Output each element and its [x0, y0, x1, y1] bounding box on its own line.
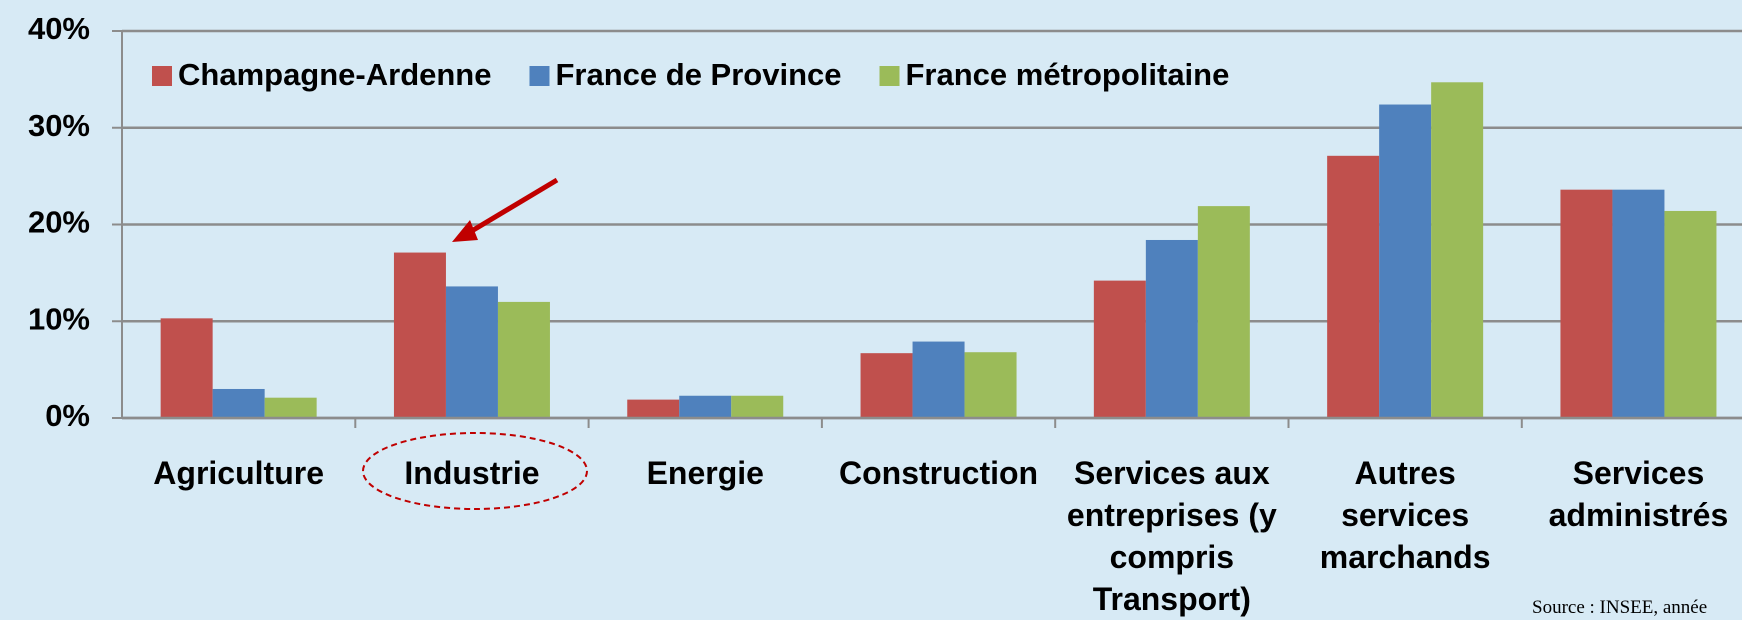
bar — [731, 395, 784, 418]
bar — [1379, 104, 1432, 418]
bar — [679, 395, 732, 418]
y-tick-label: 30% — [28, 108, 90, 143]
bar — [212, 388, 265, 418]
bar — [1664, 210, 1717, 418]
bar — [1093, 280, 1146, 418]
x-tick-label: Agriculture — [153, 455, 324, 491]
bar — [160, 318, 213, 418]
y-tick-label: 10% — [28, 301, 90, 336]
bar — [264, 397, 317, 418]
bar — [1612, 189, 1665, 418]
y-tick-label: 20% — [28, 205, 90, 240]
bar — [912, 341, 965, 418]
bar — [497, 301, 550, 418]
y-tick-label: 40% — [28, 11, 90, 46]
legend-label: Champagne-Ardenne — [178, 57, 491, 92]
bar — [627, 399, 680, 418]
x-tick-label: Construction — [839, 455, 1039, 491]
arrow-head — [452, 220, 478, 242]
y-tick-label: 0% — [45, 398, 90, 433]
x-tick-label: Industrie — [404, 455, 540, 491]
source: Source : INSEE, année — [1532, 597, 1708, 618]
legend-swatch — [879, 66, 900, 86]
bar — [1145, 239, 1198, 418]
bar — [1197, 206, 1250, 418]
bar — [1560, 189, 1613, 418]
bar — [964, 352, 1017, 418]
legend-label: France de Province — [555, 57, 841, 92]
x-tick-label: Autres services marchands — [1319, 455, 1491, 575]
arrow-shaft — [463, 177, 559, 238]
bar — [445, 286, 498, 418]
x-tick-label: Services administrés — [1548, 455, 1729, 533]
highlight-ellipse — [362, 432, 588, 510]
bar — [393, 252, 446, 418]
x-tick-label: Energie — [646, 455, 764, 491]
legend-label: France métropolitaine — [906, 57, 1230, 92]
bar — [1431, 82, 1484, 418]
x-tick-label: Services aux entreprises (y compris Tran… — [1066, 455, 1277, 617]
bar — [860, 353, 913, 418]
bar — [1327, 155, 1380, 418]
legend-swatch — [529, 66, 550, 86]
legend-swatch — [152, 66, 172, 86]
